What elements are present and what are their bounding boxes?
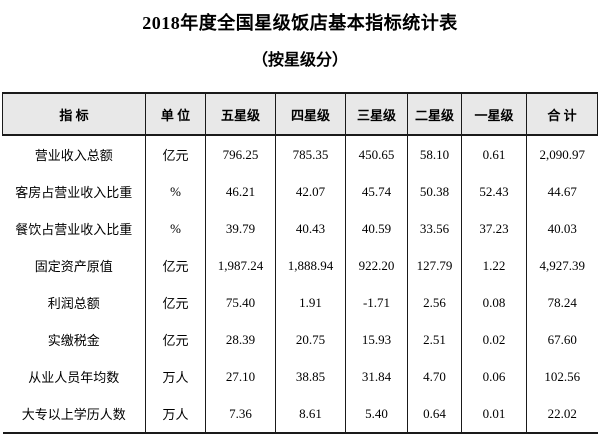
unit-cell: %: [145, 173, 206, 210]
value-cell: 46.21: [205, 173, 276, 210]
header-three-star: 三星级: [345, 92, 408, 136]
table-row: 固定资产原值 亿元 1,987.24 1,888.94 922.20 127.7…: [2, 247, 598, 284]
value-cell: 28.39: [205, 321, 276, 358]
value-cell: 0.02: [461, 321, 527, 358]
indicator-cell: 客房占营业收入比重: [2, 173, 146, 210]
value-cell: 75.40: [205, 284, 276, 321]
value-cell: 2,090.97: [526, 135, 598, 173]
table-row: 利润总额 亿元 75.40 1.91 -1.71 2.56 0.08 78.24: [2, 284, 598, 321]
value-cell: 50.38: [407, 173, 462, 210]
value-cell: 2.51: [407, 321, 462, 358]
header-unit: 单 位: [145, 92, 206, 136]
indicator-cell: 营业收入总额: [2, 135, 146, 173]
value-cell: 52.43: [461, 173, 527, 210]
value-cell: 45.74: [345, 173, 408, 210]
table-row: 大专以上学历人数 万人 7.36 8.61 5.40 0.64 0.01 22.…: [2, 395, 598, 434]
value-cell: 40.59: [345, 210, 408, 247]
value-cell: 127.79: [407, 247, 462, 284]
value-cell: 785.35: [275, 135, 346, 173]
unit-cell: 亿元: [145, 284, 206, 321]
value-cell: 58.10: [407, 135, 462, 173]
value-cell: 31.84: [345, 358, 408, 395]
value-cell: 796.25: [205, 135, 276, 173]
indicator-cell: 大专以上学历人数: [2, 395, 146, 434]
value-cell: 2.56: [407, 284, 462, 321]
indicator-cell: 餐饮占营业收入比重: [2, 210, 146, 247]
unit-cell: 亿元: [145, 247, 206, 284]
value-cell: 4,927.39: [526, 247, 598, 284]
value-cell: 27.10: [205, 358, 276, 395]
indicator-cell: 实缴税金: [2, 321, 146, 358]
header-four-star: 四星级: [275, 92, 346, 136]
unit-cell: 万人: [145, 395, 206, 434]
value-cell: 0.08: [461, 284, 527, 321]
value-cell: 0.06: [461, 358, 527, 395]
value-cell: 40.43: [275, 210, 346, 247]
value-cell: 15.93: [345, 321, 408, 358]
unit-cell: 亿元: [145, 135, 206, 173]
value-cell: 450.65: [345, 135, 408, 173]
value-cell: 22.02: [526, 395, 598, 434]
table-row: 餐饮占营业收入比重 % 39.79 40.43 40.59 33.56 37.2…: [2, 210, 598, 247]
header-indicator: 指 标: [2, 92, 146, 136]
value-cell: 8.61: [275, 395, 346, 434]
header-one-star: 一星级: [461, 92, 527, 136]
value-cell: 40.03: [526, 210, 598, 247]
value-cell: 44.67: [526, 173, 598, 210]
value-cell: 922.20: [345, 247, 408, 284]
value-cell: 0.64: [407, 395, 462, 434]
unit-cell: 亿元: [145, 321, 206, 358]
value-cell: 0.61: [461, 135, 527, 173]
header-five-star: 五星级: [205, 92, 276, 136]
table-row: 营业收入总额 亿元 796.25 785.35 450.65 58.10 0.6…: [2, 135, 598, 173]
value-cell: 102.56: [526, 358, 598, 395]
value-cell: 33.56: [407, 210, 462, 247]
statistics-table: 指 标 单 位 五星级 四星级 三星级 二星级 一星级 合 计 营业收入总额 亿…: [2, 92, 598, 434]
indicator-cell: 从业人员年均数: [2, 358, 146, 395]
indicator-cell: 固定资产原值: [2, 247, 146, 284]
indicator-cell: 利润总额: [2, 284, 146, 321]
document-title: 2018年度全国星级饭店基本指标统计表: [142, 13, 458, 33]
value-cell: 5.40: [345, 395, 408, 434]
unit-cell: 万人: [145, 358, 206, 395]
value-cell: 4.70: [407, 358, 462, 395]
table-row: 客房占营业收入比重 % 46.21 42.07 45.74 50.38 52.4…: [2, 173, 598, 210]
unit-cell: %: [145, 210, 206, 247]
document-subtitle: （按星级分）: [251, 52, 348, 69]
header-total: 合 计: [526, 92, 598, 136]
value-cell: 7.36: [205, 395, 276, 434]
value-cell: 78.24: [526, 284, 598, 321]
value-cell: 1.22: [461, 247, 527, 284]
value-cell: 37.23: [461, 210, 527, 247]
table-body: 营业收入总额 亿元 796.25 785.35 450.65 58.10 0.6…: [2, 135, 598, 434]
value-cell: -1.71: [345, 284, 408, 321]
table-header-row: 指 标 单 位 五星级 四星级 三星级 二星级 一星级 合 计: [2, 92, 598, 136]
header-two-star: 二星级: [407, 92, 462, 136]
value-cell: 42.07: [275, 173, 346, 210]
value-cell: 38.85: [275, 358, 346, 395]
value-cell: 39.79: [205, 210, 276, 247]
table-row: 实缴税金 亿元 28.39 20.75 15.93 2.51 0.02 67.6…: [2, 321, 598, 358]
value-cell: 0.01: [461, 395, 527, 434]
value-cell: 1,987.24: [205, 247, 276, 284]
value-cell: 1.91: [275, 284, 346, 321]
value-cell: 1,888.94: [275, 247, 346, 284]
value-cell: 20.75: [275, 321, 346, 358]
value-cell: 67.60: [526, 321, 598, 358]
table-row: 从业人员年均数 万人 27.10 38.85 31.84 4.70 0.06 1…: [2, 358, 598, 395]
